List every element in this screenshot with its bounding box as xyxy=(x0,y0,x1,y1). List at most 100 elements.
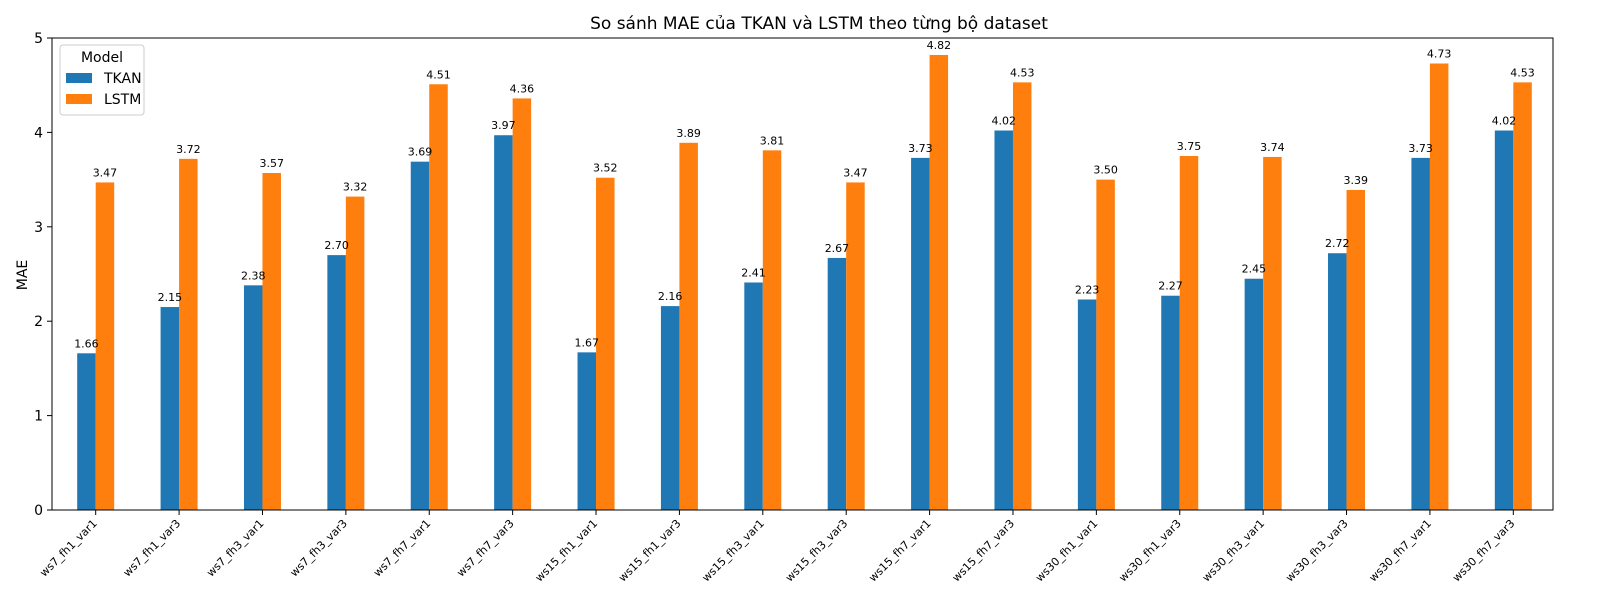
x-tick-label: ws15_fh3_var3 xyxy=(783,517,850,584)
y-tick-label: 4 xyxy=(34,125,43,141)
bar-lstm xyxy=(262,172,281,510)
x-tick-label: ws15_fh7_var1 xyxy=(866,517,933,584)
bar-tkan xyxy=(1328,253,1347,510)
y-tick-label: 5 xyxy=(34,31,43,47)
bar-value-label: 3.74 xyxy=(1260,141,1285,154)
bar-lstm xyxy=(1263,156,1282,510)
bars-group xyxy=(77,54,1532,511)
bar-value-label: 2.16 xyxy=(658,290,683,303)
bar-value-label: 2.70 xyxy=(324,239,349,252)
bar-lstm xyxy=(596,177,615,510)
bar-value-label: 3.72 xyxy=(176,143,201,156)
bar-value-label: 2.72 xyxy=(1325,237,1350,250)
y-axis-label: MAE xyxy=(15,260,31,291)
bar-tkan xyxy=(494,135,513,510)
bar-tkan xyxy=(160,307,180,510)
bar-lstm xyxy=(345,196,365,511)
bar-value-label: 3.52 xyxy=(593,162,618,175)
x-axis: ws7_fh1_var1 ws7_fh1_var3 ws7_fh3_var1 ws7_… xyxy=(37,510,1517,584)
bar-value-label: 3.75 xyxy=(1177,140,1202,153)
x-tick-label: ws7_fh3_var1 xyxy=(204,517,266,579)
y-axis: 0 1 2 3 4 5 xyxy=(34,31,52,519)
bar-lstm xyxy=(512,98,532,510)
x-tick-label: ws15_fh7_var3 xyxy=(950,517,1017,584)
y-tick-label: 0 xyxy=(34,503,43,519)
legend: Model TKAN LSTM xyxy=(59,44,145,116)
bar-value-label: 4.51 xyxy=(426,68,451,81)
bar-value-label: 3.32 xyxy=(343,181,368,194)
bar-tkan xyxy=(827,257,847,510)
bar-lstm xyxy=(762,150,782,510)
bar-tkan xyxy=(1077,299,1097,510)
bar-value-label: 2.38 xyxy=(241,269,266,282)
x-tick-label: ws30_fh7_var1 xyxy=(1367,517,1434,584)
bar-value-label: 3.73 xyxy=(1408,142,1433,155)
bar-lstm xyxy=(95,182,115,510)
x-tick-label: ws30_fh3_var1 xyxy=(1200,517,1267,584)
bar-lstm xyxy=(1012,82,1032,511)
bar-value-label: 3.57 xyxy=(259,157,284,170)
bar-value-label: 3.69 xyxy=(408,146,433,159)
bar-lstm xyxy=(179,158,198,510)
x-tick-label: ws30_fh7_var3 xyxy=(1450,517,1517,584)
y-tick-label: 2 xyxy=(34,314,43,330)
x-tick-label: ws30_fh1_var1 xyxy=(1033,517,1100,584)
x-tick-label: ws7_fh1_var1 xyxy=(37,517,99,579)
bar-value-label: 4.73 xyxy=(1427,47,1452,60)
bar-tkan xyxy=(77,353,96,510)
bar-tkan xyxy=(1244,278,1264,510)
bar-tkan xyxy=(1161,295,1180,510)
bar-value-label: 1.67 xyxy=(575,336,600,349)
bar-lstm xyxy=(846,182,865,510)
bar-lstm xyxy=(679,142,698,510)
bar-value-label: 3.73 xyxy=(908,142,933,155)
bar-value-label: 2.41 xyxy=(741,266,766,279)
bar-tkan xyxy=(577,352,597,510)
bar-tkan xyxy=(243,285,263,510)
bar-value-label: 4.53 xyxy=(1510,66,1535,79)
bar-lstm xyxy=(429,84,448,511)
bar-tkan xyxy=(660,306,680,510)
bar-tkan xyxy=(911,157,930,510)
y-tick-label: 3 xyxy=(34,220,43,236)
bar-value-label: 2.27 xyxy=(1158,280,1183,293)
x-tick-label: ws7_fh3_var3 xyxy=(288,517,350,579)
bar-tkan xyxy=(327,255,346,510)
bar-value-label: 3.50 xyxy=(1093,164,1118,177)
bar-lstm xyxy=(1096,179,1115,510)
x-tick-label: ws15_fh1_var1 xyxy=(533,517,600,584)
bar-value-label: 1.66 xyxy=(74,337,99,350)
x-tick-label: ws7_fh7_var3 xyxy=(454,517,516,579)
chart-title: So sánh MAE của TKAN và LSTM theo từng b… xyxy=(590,14,1048,34)
bar-value-label: 4.53 xyxy=(1010,66,1035,79)
bar-value-label: 3.47 xyxy=(843,166,868,179)
bar-value-label: 3.97 xyxy=(491,119,516,132)
bar-lstm xyxy=(929,54,949,510)
bar-value-label: 4.02 xyxy=(1492,115,1517,128)
plot-area-frame xyxy=(51,37,1554,511)
x-tick-label: ws30_fh1_var3 xyxy=(1116,517,1183,584)
bar-value-label: 2.15 xyxy=(158,291,183,304)
bar-value-label: 4.02 xyxy=(991,115,1016,128)
bar-value-label: 4.36 xyxy=(510,82,535,95)
legend-title: Model xyxy=(81,50,123,66)
bar-tkan xyxy=(744,282,763,510)
bar-lstm xyxy=(1429,63,1449,510)
bar-value-label: 2.45 xyxy=(1242,263,1267,276)
legend-swatch-lstm xyxy=(66,94,92,104)
x-tick-label: ws7_fh1_var3 xyxy=(121,517,183,579)
x-tick-label: ws30_fh3_var3 xyxy=(1283,517,1350,584)
bar-value-label: 2.23 xyxy=(1075,283,1100,296)
bar-lstm xyxy=(1346,189,1366,510)
bar-labels-group: 1.66 3.47 2.15 3.72 2.38 3.57 2.70 3.32 3.69 4.51… xyxy=(74,39,1535,350)
bar-value-label: 3.39 xyxy=(1344,174,1369,187)
bar-value-label: 4.82 xyxy=(927,39,952,52)
legend-swatch-tkan xyxy=(66,73,92,83)
x-tick-label: ws15_fh3_var1 xyxy=(700,517,767,584)
x-tick-label: ws15_fh1_var3 xyxy=(616,517,683,584)
bar-tkan xyxy=(1411,157,1430,510)
bar-tkan xyxy=(1494,130,1514,510)
bar-value-label: 3.81 xyxy=(760,134,785,147)
legend-label-lstm: LSTM xyxy=(104,92,141,108)
